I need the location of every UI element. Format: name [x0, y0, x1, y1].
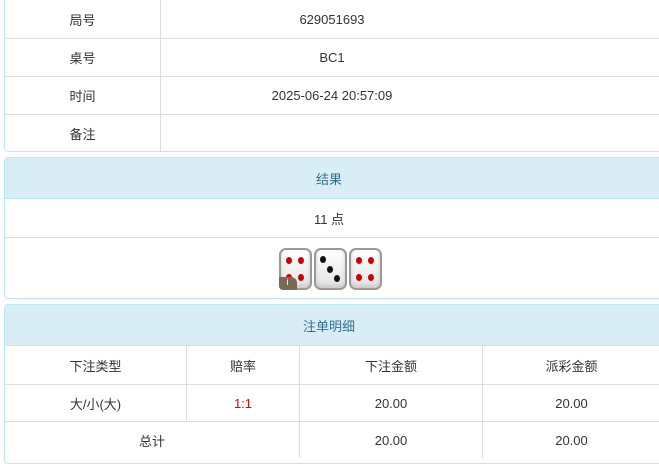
- table-id-row: 桌号 BC1: [5, 38, 659, 76]
- bet-odds: 1:1: [186, 385, 299, 421]
- round-id-label: 局号: [69, 12, 96, 28]
- round-info-panel: 局号 629051693 桌号 BC1 时间 2025-06-24 20:57:…: [4, 0, 659, 152]
- die-pip: [355, 273, 362, 281]
- die-3: [313, 247, 347, 290]
- table-id-label: 桌号: [69, 51, 96, 66]
- time-value: 2025-06-24 20:57:09: [160, 77, 659, 114]
- die-pip: [334, 275, 341, 282]
- remark-value: [160, 115, 659, 151]
- remark-label: 备注: [69, 126, 96, 142]
- bet-type: 大/小(大): [69, 396, 122, 412]
- die-pip: [327, 265, 333, 273]
- remark-row: 备注: [5, 114, 659, 151]
- die-pip: [298, 257, 305, 265]
- bet-detail-panel: 注单明细 下注类型 赔率 下注金额 派彩金额 大/小(大) 1:1 20.00 …: [4, 304, 659, 464]
- die-pip: [319, 256, 326, 263]
- die-pip: [368, 257, 375, 265]
- header-bet-type: 下注类型: [69, 358, 122, 374]
- bet-row: 大/小(大) 1:1 20.00 20.00: [5, 384, 659, 421]
- dice-group: i: [278, 247, 382, 290]
- round-id-value: 629051693: [160, 0, 659, 38]
- header-odds: 赔率: [186, 346, 299, 384]
- round-id-row: 局号 629051693: [5, 0, 659, 38]
- die-pip: [285, 257, 292, 265]
- time-row: 时间 2025-06-24 20:57:09: [5, 76, 659, 114]
- dice-row: i: [5, 237, 659, 298]
- result-points: 11 点: [5, 199, 659, 237]
- bet-detail-title: 注单明细: [5, 305, 659, 346]
- die-pip: [368, 273, 375, 281]
- table-id-value: BC1: [160, 39, 659, 76]
- bet-payout: 20.00: [482, 385, 659, 421]
- die-pip: [355, 257, 362, 265]
- header-bet-amount: 下注金额: [299, 346, 482, 384]
- points-text: 11 点: [313, 211, 345, 227]
- result-panel: 结果 11 点 i: [4, 157, 659, 299]
- total-label: 总计: [138, 433, 165, 449]
- bet-header-row: 下注类型 赔率 下注金额 派彩金额: [5, 346, 659, 384]
- bet-amount: 20.00: [299, 385, 482, 421]
- total-amount: 20.00: [299, 422, 482, 458]
- time-label: 时间: [69, 89, 96, 104]
- total-row: 总计 20.00 20.00: [5, 421, 659, 458]
- die-4: [348, 247, 382, 290]
- info-icon[interactable]: i: [278, 276, 297, 290]
- die-pip: [298, 273, 305, 281]
- die-4: i: [278, 247, 312, 290]
- header-payout: 派彩金额: [482, 346, 659, 384]
- result-title: 结果: [5, 158, 659, 199]
- total-payout: 20.00: [482, 422, 659, 458]
